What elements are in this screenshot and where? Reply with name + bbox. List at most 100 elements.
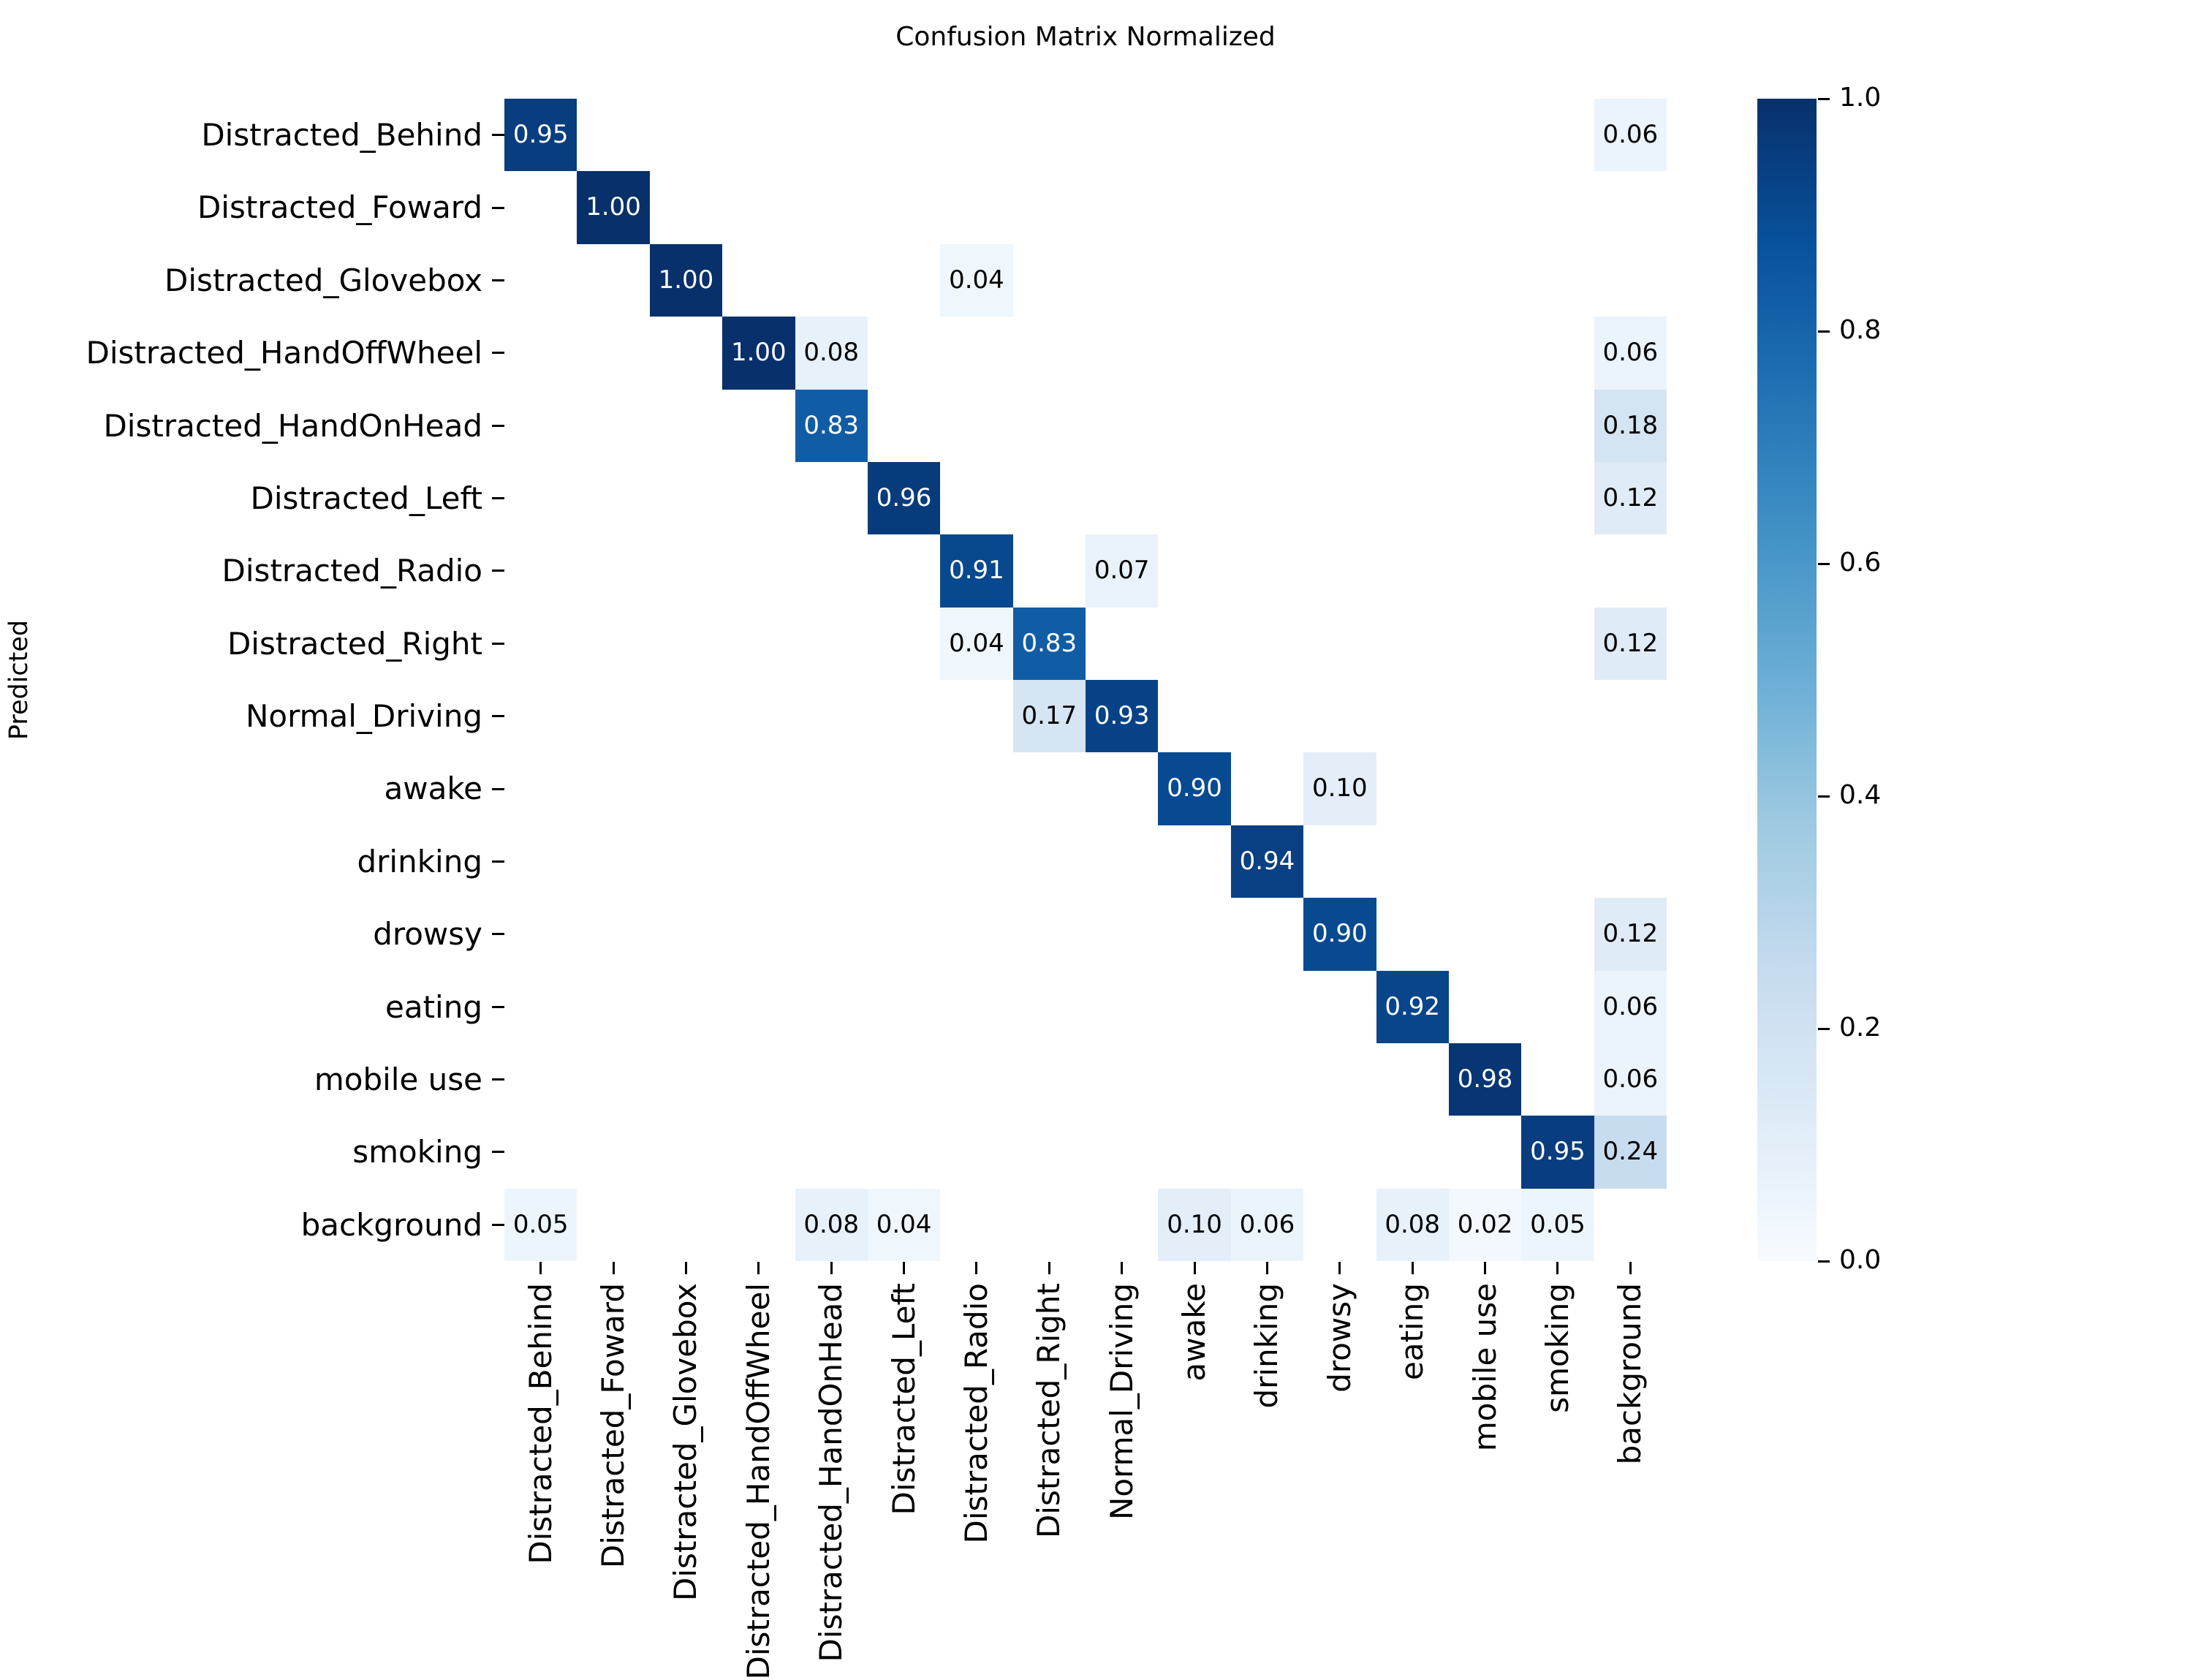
- cell-value: 0.91: [949, 556, 1004, 586]
- colorbar-tick-mark: [1818, 1260, 1830, 1263]
- cell-value: 0.07: [1094, 556, 1150, 586]
- y-tick-mark: [492, 1005, 504, 1008]
- cell-value: 0.04: [949, 628, 1004, 658]
- y-tick-mark: [492, 497, 504, 500]
- x-tick-mark: [1629, 1262, 1632, 1274]
- y-tick-label: Normal_Driving: [245, 698, 482, 734]
- x-tick-label: Distracted_Right: [1031, 1283, 1067, 1539]
- heatmap-cell: 0.05: [1521, 1188, 1594, 1261]
- colorbar-tick-label: 0.4: [1839, 780, 1882, 810]
- x-tick-label: mobile use: [1466, 1283, 1503, 1452]
- y-tick-label: Distracted_Left: [250, 480, 482, 516]
- x-tick-mark: [1193, 1262, 1196, 1274]
- y-tick-label: Distracted_Behind: [201, 117, 482, 153]
- cell-value: 0.12: [1602, 483, 1659, 512]
- cell-value: 0.98: [1457, 1064, 1513, 1094]
- y-tick-mark: [492, 787, 504, 790]
- y-tick-label: mobile use: [314, 1061, 482, 1097]
- cell-value: 0.05: [1530, 1209, 1586, 1239]
- cell-value: 0.95: [512, 120, 569, 149]
- cell-value: 0.95: [1530, 1137, 1586, 1167]
- x-tick-label: Normal_Driving: [1103, 1283, 1140, 1521]
- y-tick-mark: [492, 933, 504, 936]
- cell-value: 0.06: [1602, 338, 1659, 368]
- x-tick-label: smoking: [1539, 1283, 1575, 1413]
- x-tick-label: eating: [1394, 1283, 1431, 1380]
- heatmap-cell: 1.00: [649, 243, 723, 317]
- heatmap-cell: 0.96: [867, 461, 941, 535]
- heatmap-cell: 0.90: [1158, 752, 1231, 825]
- x-tick-label: awake: [1176, 1283, 1213, 1382]
- cell-value: 0.04: [949, 265, 1004, 295]
- cell-value: 0.08: [1385, 1209, 1441, 1239]
- heatmap-cell: 1.00: [722, 317, 795, 390]
- x-tick-mark: [903, 1262, 906, 1274]
- heatmap-cell: 0.93: [1086, 680, 1159, 753]
- cell-value: 0.17: [1021, 701, 1077, 730]
- colorbar-tick-mark: [1818, 562, 1830, 565]
- heatmap-cell: 0.83: [795, 389, 868, 462]
- cell-value: 0.06: [1239, 1209, 1295, 1239]
- heatmap-cell: 0.07: [1086, 534, 1159, 608]
- cell-value: 0.02: [1457, 1209, 1513, 1239]
- y-tick-label: smoking: [352, 1134, 482, 1170]
- cell-value: 0.93: [1094, 701, 1150, 730]
- colorbar-tick-label: 0.2: [1839, 1013, 1882, 1043]
- y-tick-label: Distracted_Glovebox: [164, 262, 482, 298]
- y-tick-mark: [492, 642, 504, 645]
- x-tick-label: Distracted_Left: [885, 1283, 922, 1516]
- x-tick-label: drowsy: [1321, 1283, 1357, 1393]
- y-tick-mark: [492, 715, 504, 718]
- y-tick-mark: [492, 424, 504, 427]
- heatmap-cell: 0.10: [1158, 1188, 1231, 1261]
- y-tick-mark: [492, 1223, 504, 1226]
- x-tick-label: Distracted_Radio: [958, 1283, 994, 1544]
- cell-value: 0.96: [876, 483, 932, 512]
- cell-value: 0.12: [1602, 919, 1659, 949]
- heatmap-cell: 0.08: [795, 1188, 868, 1261]
- x-tick-label: background: [1612, 1283, 1648, 1465]
- heatmap-cell: 0.98: [1448, 1043, 1522, 1116]
- x-tick-label: drinking: [1249, 1283, 1285, 1409]
- heatmap-cell: 0.94: [1230, 825, 1304, 898]
- x-tick-mark: [1265, 1262, 1268, 1274]
- x-tick-mark: [975, 1262, 978, 1274]
- x-tick-mark: [612, 1262, 615, 1274]
- x-tick-mark: [1556, 1262, 1559, 1274]
- heatmap-cell: 0.90: [1303, 898, 1376, 971]
- cell-value: 0.24: [1602, 1137, 1659, 1167]
- heatmap-cell: 0.04: [940, 607, 1013, 680]
- y-tick-label: Distracted_HandOffWheel: [86, 335, 482, 371]
- cell-value: 0.83: [803, 410, 860, 440]
- y-tick-label: Distracted_Radio: [221, 553, 482, 589]
- y-tick-label: eating: [385, 988, 482, 1025]
- heatmap-cell: 0.83: [1012, 607, 1086, 680]
- heatmap-cell: 0.04: [940, 243, 1013, 317]
- y-tick-mark: [492, 134, 504, 137]
- x-tick-mark: [1338, 1262, 1341, 1274]
- cell-value: 0.90: [1167, 773, 1222, 803]
- y-tick-mark: [492, 860, 504, 863]
- colorbar-tick-label: 0.6: [1839, 548, 1882, 578]
- cell-value: 0.92: [1385, 991, 1441, 1021]
- cell-value: 0.06: [1602, 991, 1659, 1021]
- cell-value: 0.94: [1239, 846, 1295, 876]
- heatmap-cell: 0.06: [1594, 1043, 1667, 1116]
- y-tick-mark: [492, 1078, 504, 1081]
- colorbar-gradient: [1757, 99, 1817, 1261]
- x-tick-mark: [1484, 1262, 1487, 1274]
- y-tick-mark: [492, 352, 504, 355]
- x-tick-label: Distracted_Behind: [522, 1283, 558, 1564]
- colorbar-tick-mark: [1818, 795, 1830, 798]
- x-tick-label: Distracted_Foward: [595, 1283, 632, 1569]
- colorbar-tick-label: 0.8: [1839, 315, 1882, 345]
- colorbar-tick-label: 0.0: [1839, 1245, 1882, 1275]
- heatmap-cell: 0.06: [1594, 317, 1667, 390]
- cell-value: 0.90: [1311, 919, 1368, 949]
- heatmap-cell: 0.18: [1594, 389, 1667, 462]
- heatmap-cell: 0.02: [1448, 1188, 1522, 1261]
- cell-value: 0.06: [1602, 1064, 1659, 1094]
- heatmap-cell: 0.12: [1594, 461, 1667, 535]
- heatmap-cell: 0.06: [1230, 1188, 1304, 1261]
- x-tick-mark: [539, 1262, 542, 1274]
